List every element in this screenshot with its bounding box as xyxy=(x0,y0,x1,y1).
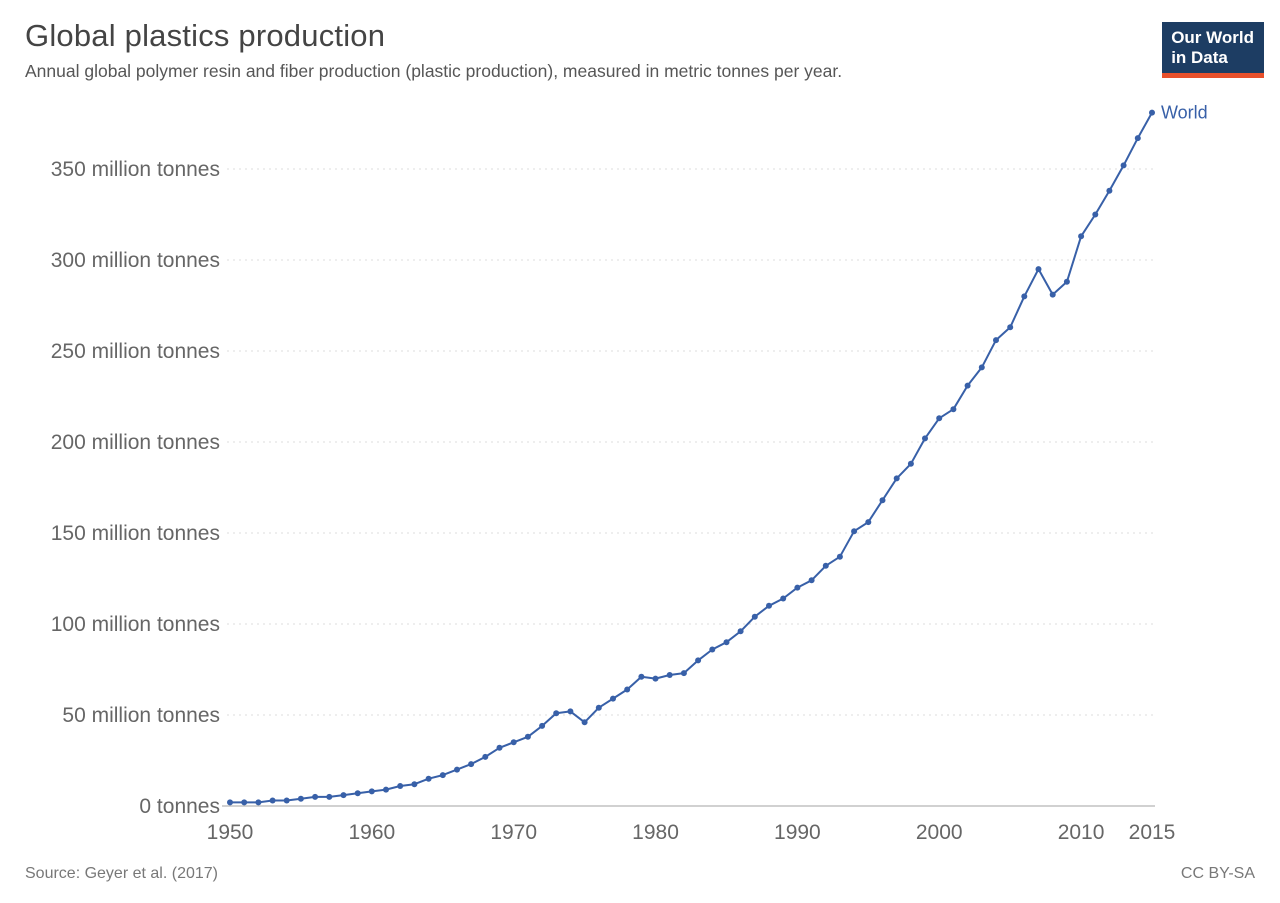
data-point[interactable] xyxy=(709,646,716,653)
chart-header: Global plastics production Annual global… xyxy=(25,18,1150,83)
x-tick-label: 1980 xyxy=(632,821,679,844)
data-point[interactable] xyxy=(964,382,971,389)
y-tick-label: 250 million tonnes xyxy=(51,340,220,363)
data-point[interactable] xyxy=(553,710,560,717)
chart-subtitle: Annual global polymer resin and fiber pr… xyxy=(25,61,843,81)
data-point[interactable] xyxy=(907,460,914,467)
data-point[interactable] xyxy=(794,584,801,591)
y-tick-label: 50 million tonnes xyxy=(62,704,220,727)
y-tick-label: 350 million tonnes xyxy=(51,158,220,181)
data-point[interactable] xyxy=(822,562,829,569)
data-point[interactable] xyxy=(1078,233,1085,240)
data-point[interactable] xyxy=(411,781,418,788)
data-point[interactable] xyxy=(936,415,943,422)
chart-title: Global plastics production xyxy=(25,18,386,53)
data-point[interactable] xyxy=(1134,135,1141,142)
data-point[interactable] xyxy=(780,595,787,602)
y-axis-labels: 0 tonnes 50 million tonnes 100 million ton… xyxy=(51,158,220,818)
data-point[interactable] xyxy=(482,753,489,760)
owid-logo-line1: Our World xyxy=(1171,28,1254,47)
data-point[interactable] xyxy=(893,475,900,482)
data-point[interactable] xyxy=(383,786,389,793)
data-point[interactable] xyxy=(666,672,673,678)
data-point[interactable] xyxy=(468,761,475,768)
data-point[interactable] xyxy=(255,799,262,806)
chart-footer: Source: Geyer et al. (2017) CC BY-SA xyxy=(25,865,1255,883)
data-point[interactable] xyxy=(283,797,290,804)
x-tick-label: 2000 xyxy=(916,821,963,844)
data-point[interactable] xyxy=(1049,291,1056,298)
series-end-label[interactable]: World xyxy=(1161,103,1208,123)
data-point[interactable] xyxy=(950,406,957,413)
x-tick-label: 1960 xyxy=(348,821,395,844)
license-text[interactable]: CC BY-SA xyxy=(1180,865,1255,882)
data-point[interactable] xyxy=(1092,211,1099,218)
data-point[interactable] xyxy=(723,639,730,646)
data-point[interactable] xyxy=(879,497,886,504)
x-tick-label: 1970 xyxy=(490,821,537,844)
data-point[interactable] xyxy=(269,797,276,804)
data-point[interactable] xyxy=(496,744,503,751)
data-point[interactable] xyxy=(241,799,248,806)
data-point[interactable] xyxy=(737,628,744,635)
data-point[interactable] xyxy=(638,673,645,680)
data-point[interactable] xyxy=(227,799,233,806)
x-tick-label: 2015 xyxy=(1129,821,1176,844)
owid-logo[interactable]: Our World in Data xyxy=(1162,22,1264,79)
data-point[interactable] xyxy=(851,528,858,535)
owid-logo-line2: in Data xyxy=(1171,48,1228,68)
y-tick-label: 150 million tonnes xyxy=(51,522,220,545)
data-point[interactable] xyxy=(993,337,999,344)
data-point[interactable] xyxy=(695,657,702,664)
data-point[interactable] xyxy=(610,695,616,702)
data-point[interactable] xyxy=(397,783,404,789)
data-point[interactable] xyxy=(510,739,517,746)
data-point[interactable] xyxy=(595,704,602,711)
data-point[interactable] xyxy=(865,519,872,526)
data-point[interactable] xyxy=(439,772,446,779)
data-point[interactable] xyxy=(922,435,928,442)
data-point[interactable] xyxy=(1106,187,1113,194)
data-point[interactable] xyxy=(1149,109,1155,116)
data-point[interactable] xyxy=(624,686,631,693)
data-point[interactable] xyxy=(581,719,588,726)
data-point[interactable] xyxy=(751,613,758,620)
data-point[interactable] xyxy=(766,602,772,609)
data-point[interactable] xyxy=(340,792,347,799)
data-point[interactable] xyxy=(1120,162,1127,169)
data-point[interactable] xyxy=(368,788,375,795)
data-point[interactable] xyxy=(836,553,843,560)
data-point[interactable] xyxy=(652,675,659,682)
data-point[interactable] xyxy=(808,577,815,584)
data-point[interactable] xyxy=(524,733,531,740)
series-points xyxy=(227,109,1155,806)
data-point[interactable] xyxy=(539,722,546,729)
data-point[interactable] xyxy=(567,708,574,715)
data-point[interactable] xyxy=(354,790,361,797)
gridlines xyxy=(222,168,1155,807)
data-point[interactable] xyxy=(1035,266,1042,273)
data-point[interactable] xyxy=(297,795,304,802)
data-point[interactable] xyxy=(978,364,985,371)
data-point[interactable] xyxy=(326,793,333,800)
data-point[interactable] xyxy=(1007,324,1014,331)
data-point[interactable] xyxy=(680,670,687,677)
data-point[interactable] xyxy=(425,775,432,782)
x-tick-label: 1990 xyxy=(774,821,821,844)
data-point[interactable] xyxy=(1063,278,1070,285)
source-text: Source: Geyer et al. (2017) xyxy=(25,865,218,882)
data-point[interactable] xyxy=(312,793,319,800)
x-tick-label: 2010 xyxy=(1058,821,1105,844)
x-tick-label: 1950 xyxy=(207,821,254,844)
y-tick-label: 200 million tonnes xyxy=(51,431,220,454)
x-axis-labels: 1950 1960 1970 1980 1990 2000 2010 2015 xyxy=(207,821,1176,844)
y-tick-label: 0 tonnes xyxy=(139,795,220,818)
y-tick-label: 100 million tonnes xyxy=(51,613,220,636)
data-point[interactable] xyxy=(454,766,460,773)
series-line[interactable] xyxy=(229,111,1153,804)
y-tick-label: 300 million tonnes xyxy=(51,249,220,272)
data-point[interactable] xyxy=(1021,293,1028,300)
